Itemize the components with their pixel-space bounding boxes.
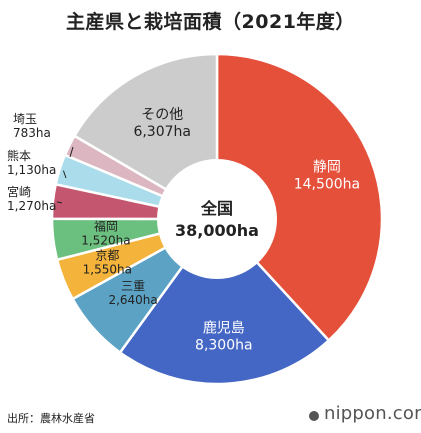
slice-name-label-1: 鹿児島: [203, 319, 245, 336]
pie-slice-1: [118, 217, 331, 386]
logo-dot-icon: [309, 411, 319, 421]
source-note: 出所：農林水産省: [7, 412, 95, 425]
logo-text: nippon.com: [324, 403, 421, 424]
slice-name-label-3: 京都: [95, 249, 119, 263]
slice-value-label-0: 14,500ha: [294, 177, 360, 193]
slice-name-label-0: 静岡: [313, 160, 341, 176]
slice-value-label-3: 1,550ha: [83, 263, 132, 277]
slice-value-label-4: 1,520ha: [81, 234, 130, 248]
donut-hole: [157, 159, 277, 279]
slice-name-label-6: 熊本: [7, 148, 31, 163]
pie-slice-0: [215, 52, 384, 343]
slice-value-label-2: 2,640ha: [108, 293, 157, 307]
leader-line-6: [62, 170, 67, 179]
slice-value-label-6: 1,130ha: [7, 163, 56, 177]
slice-value-label-7: 783ha: [13, 126, 51, 140]
slice-name-label-5: 宮崎: [7, 184, 31, 199]
leader-line-group: [56, 146, 74, 204]
slice-value-label-8: 6,307ha: [133, 124, 191, 140]
slice-name-label-2: 三重: [121, 279, 145, 293]
leader-line-7: [69, 146, 74, 158]
center-total-label: 全国: [200, 199, 233, 218]
slice-name-label-8: その他: [141, 107, 183, 123]
nippon-logo: nippon.com: [305, 402, 421, 432]
slice-value-label-5: 1,270ha: [7, 199, 56, 213]
slice-name-label-4: 福岡: [94, 219, 118, 234]
chart-title: 主産県と栽培面積（2021年度）: [66, 11, 355, 33]
slice-name-label-7: 埼玉: [13, 112, 37, 126]
leader-line-5: [56, 201, 63, 204]
slice-value-label-1: 8,300ha: [195, 337, 253, 353]
center-total-value: 38,000ha: [175, 221, 259, 240]
